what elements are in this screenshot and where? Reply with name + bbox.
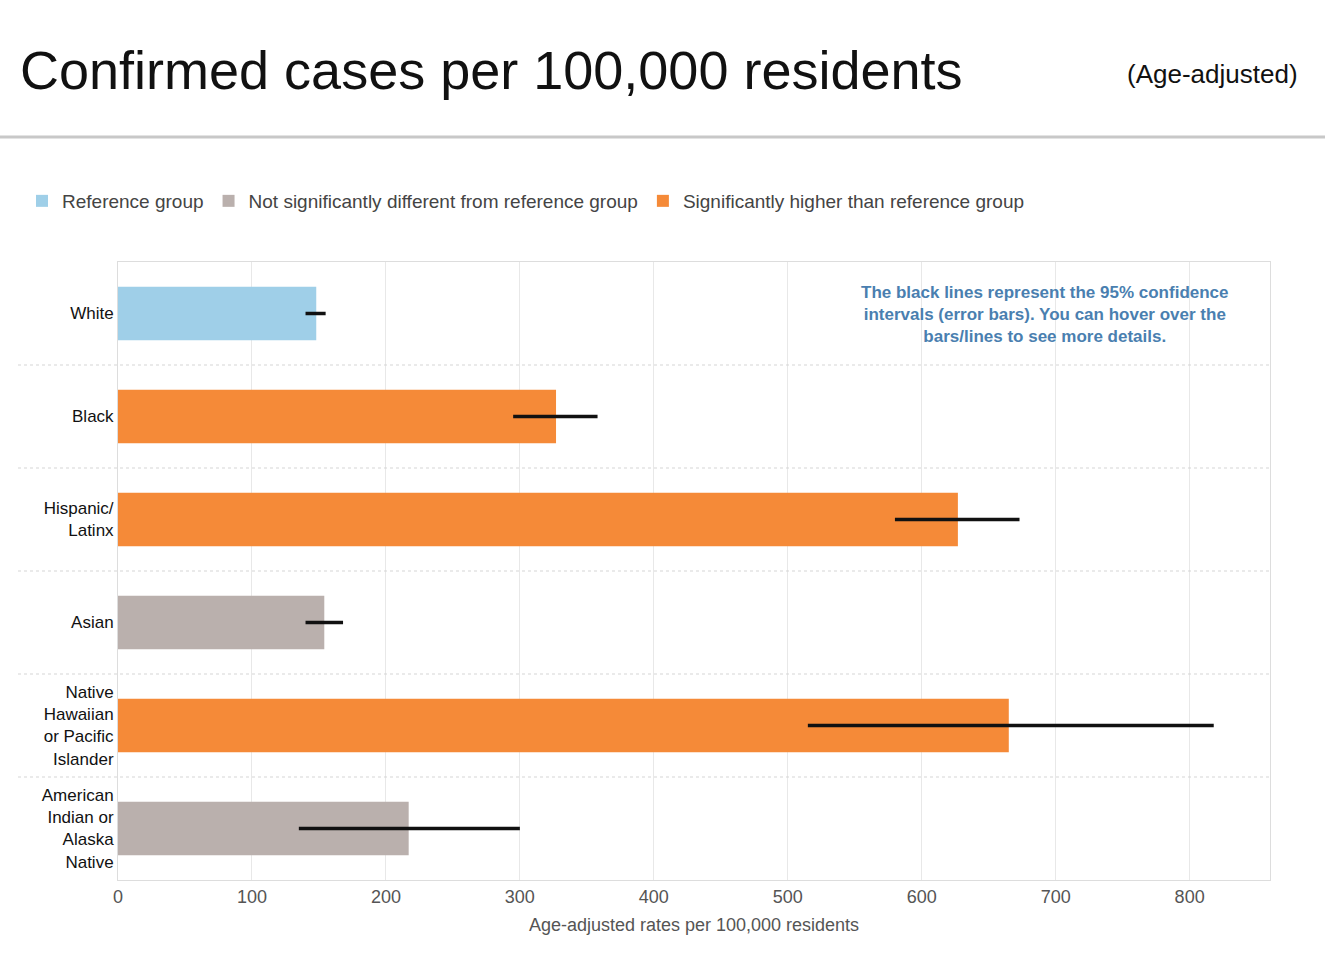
svg-text:Asian: Asian [71,613,114,632]
svg-text:200: 200 [371,887,401,907]
svg-text:Significantly higher than refe: Significantly higher than reference grou… [683,191,1024,212]
svg-text:700: 700 [1041,887,1071,907]
svg-text:0: 0 [113,887,123,907]
svg-text:Not significantly different fr: Not significantly different from referen… [249,191,638,212]
svg-text:500: 500 [773,887,803,907]
svg-text:100: 100 [237,887,267,907]
svg-text:AmericanIndian orAlaskaNative: AmericanIndian orAlaskaNative [42,786,114,871]
svg-text:600: 600 [907,887,937,907]
svg-text:The black lines represent the: The black lines represent the 95% confid… [861,283,1229,346]
svg-text:400: 400 [639,887,669,907]
svg-text:Reference group: Reference group [62,191,204,212]
svg-text:Age-adjusted rates per 100,000: Age-adjusted rates per 100,000 residents [529,915,859,935]
svg-text:Hispanic/Latinx: Hispanic/Latinx [44,499,114,540]
svg-text:300: 300 [505,887,535,907]
svg-text:(Age-adjusted): (Age-adjusted) [1127,59,1298,89]
svg-text:Black: Black [72,407,114,426]
svg-text:White: White [70,304,113,323]
svg-text:NativeHawaiianor PacificIsland: NativeHawaiianor PacificIslander [44,683,114,768]
svg-text:Confirmed cases per 100,000 re: Confirmed cases per 100,000 residents [20,40,963,100]
svg-text:800: 800 [1175,887,1205,907]
